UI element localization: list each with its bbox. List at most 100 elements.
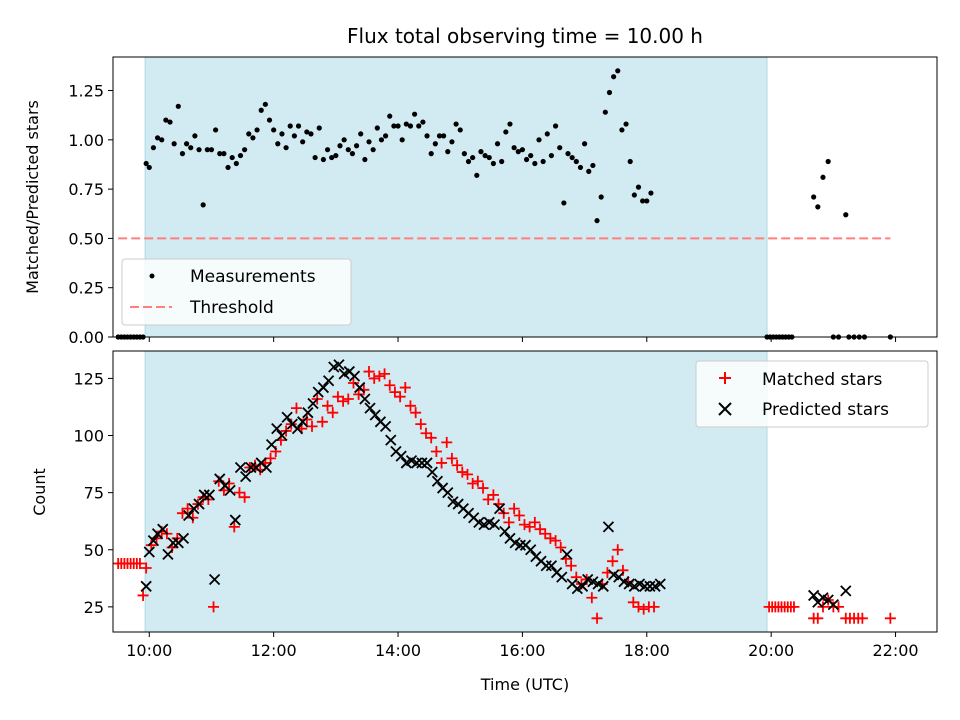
predicted-star-point [208, 573, 221, 586]
x-tick-label: 16:00 [499, 641, 545, 660]
measurement-point [606, 89, 613, 96]
bot-y-tick-label: 100 [73, 427, 104, 446]
matched-star-point [612, 544, 624, 556]
matched-star-point [316, 416, 328, 428]
legend-matched-marker [719, 372, 731, 384]
matched-star-point [363, 366, 375, 378]
top-panel: Flux total observing time = 10.00 h 0.00… [23, 24, 938, 347]
predicted-star-point [644, 580, 656, 592]
predicted-star-point [193, 498, 205, 510]
top-y-tick-label: 1.00 [68, 131, 104, 150]
measurement-point [635, 184, 642, 190]
x-tick-label: 14:00 [375, 641, 421, 660]
legend-predicted-label: Predicted stars [762, 400, 889, 420]
measurement-point [233, 160, 239, 167]
predicted-star-point [364, 402, 376, 414]
predicted-star-point [654, 578, 666, 590]
measurement-point [598, 194, 604, 200]
measurement-point [515, 149, 521, 155]
predicted-star-point [411, 457, 423, 469]
predicted-star-point [395, 450, 407, 462]
legend-threshold-label: Threshold [189, 298, 274, 318]
matched-star-point [436, 457, 448, 469]
measurement-point [271, 127, 277, 133]
measurement-point [358, 131, 364, 137]
measurement-point [225, 164, 231, 171]
measurement-point [387, 113, 393, 119]
predicted-star-point [276, 429, 288, 442]
matched-star-point [555, 541, 567, 553]
measurement-point [316, 125, 322, 131]
predicted-star-point [147, 534, 160, 547]
x-tick-label: 18:00 [624, 641, 670, 660]
top-y-tick-label: 0.00 [68, 328, 104, 347]
measurement-point [403, 121, 409, 127]
matched-star-point [404, 400, 416, 412]
measurement-point [416, 123, 422, 129]
measurement-point [217, 151, 223, 157]
measurement-point [590, 162, 596, 169]
predicted-star-point [416, 457, 428, 469]
measurement-point [150, 145, 157, 151]
measurement-point [536, 137, 542, 143]
top-legend: Measurements Threshold [121, 258, 352, 326]
top-legend-box [121, 258, 352, 326]
measurement-point [474, 172, 480, 178]
matched-star-point [425, 432, 437, 444]
measurement-point [644, 198, 650, 204]
predicted-star-point [840, 585, 852, 597]
measurement-point [329, 154, 335, 161]
matched-star-point [239, 491, 251, 503]
predicted-star-point [488, 518, 501, 531]
measurement-point [619, 127, 625, 133]
measurement-point [623, 121, 629, 127]
measurement-point [179, 151, 186, 157]
measurement-point [146, 164, 152, 171]
predicted-star-point [431, 475, 444, 487]
matched-star-point [518, 519, 530, 531]
measurement-point [420, 119, 426, 125]
measurement-point [511, 145, 517, 151]
x-tick-label: 12:00 [251, 641, 297, 660]
matched-star-point [503, 516, 515, 528]
matched-star-point [591, 612, 603, 624]
measurement-point [175, 103, 181, 109]
bot-y-tick-label: 50 [84, 541, 104, 560]
matched-star-point [456, 466, 468, 478]
bot-observing-window [144, 350, 768, 633]
measurement-point [254, 127, 260, 133]
matched-star-point [228, 521, 240, 533]
measurement-point [208, 147, 215, 153]
predicted-star-point [317, 381, 330, 394]
measurement-point [308, 131, 314, 137]
matched-star-point [410, 407, 422, 419]
matched-star-point [632, 601, 644, 613]
matched-star-point [137, 589, 149, 601]
predicted-star-point [302, 407, 314, 419]
measurement-point [441, 133, 447, 139]
matched-star-point [337, 395, 349, 407]
measurement-point [569, 154, 575, 161]
measurement-point [213, 127, 219, 133]
measurement-point [602, 109, 608, 115]
x-tick-label: 10:00 [126, 641, 172, 660]
measurement-point [594, 218, 600, 224]
predicted-star-point [157, 523, 169, 535]
matched-star-point [539, 528, 551, 540]
measurement-point [552, 123, 559, 129]
measurement-point [445, 149, 451, 155]
predicted-star-point [297, 416, 309, 428]
bot-y-tick-label: 75 [84, 484, 104, 503]
measurement-point [482, 152, 488, 159]
matched-star-point [327, 407, 339, 419]
measurement-point [627, 158, 633, 165]
top-data-points [115, 68, 893, 340]
top-y-tick-label: 1.25 [68, 82, 104, 101]
measurement-point [337, 143, 343, 149]
measurement-point [815, 204, 821, 210]
predicted-star-point [556, 571, 568, 583]
measurement-point [167, 119, 173, 125]
predicted-star-point [240, 471, 252, 483]
predicted-star-point [214, 473, 226, 485]
measurement-point [250, 135, 256, 141]
